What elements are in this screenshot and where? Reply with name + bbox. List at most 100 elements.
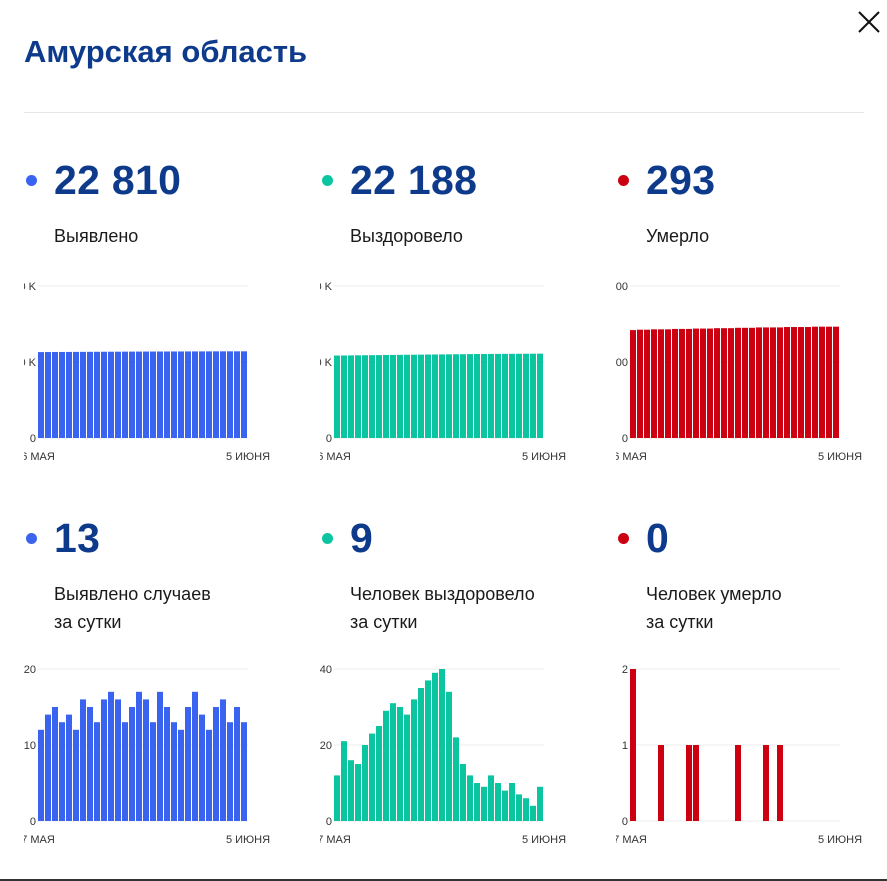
bar — [178, 729, 184, 821]
bar — [819, 326, 825, 438]
y-tick-label: 10 — [24, 740, 36, 752]
bar-chart: 0 20 40 7 МАЯ 5 ИЮНЯ — [320, 655, 580, 855]
bar — [404, 714, 410, 821]
bar — [467, 775, 473, 821]
bar — [362, 355, 368, 438]
y-tick-label: 20 — [320, 740, 332, 752]
bar — [122, 722, 128, 821]
bar — [227, 351, 233, 438]
close-icon — [858, 11, 880, 33]
bar — [150, 722, 156, 821]
y-tick-label: 40 K — [320, 281, 333, 293]
bar — [686, 745, 692, 821]
stat-panel-recovered-daily: 9 Человек выздоровело за сутки 0 20 40 7 МАЯ 5 … — [320, 510, 616, 870]
bar — [383, 710, 389, 821]
bar — [672, 328, 678, 438]
y-tick-label: 20 K — [24, 357, 37, 369]
bar — [833, 326, 839, 438]
stat-label-line: Умерло — [646, 226, 710, 246]
y-tick-label: 40 — [320, 664, 332, 676]
bar — [94, 351, 100, 438]
bar — [129, 351, 135, 438]
bar — [59, 722, 65, 821]
bar — [523, 798, 529, 821]
x-end-label: 5 ИЮНЯ — [522, 834, 566, 846]
bar — [432, 672, 438, 821]
stat-label-line: Человек выздоровело — [350, 584, 535, 604]
legend-dot — [322, 175, 333, 186]
chart-svg: 0 1 2 7 МАЯ 5 ИЮНЯ — [616, 664, 862, 846]
bar — [80, 351, 86, 438]
stat-label: Выздоровело — [350, 222, 610, 250]
bar-chart: 0 20 K 40 K 6 МАЯ 5 ИЮНЯ — [320, 272, 580, 472]
y-tick-label: 0 — [622, 433, 628, 445]
x-start-label: 6 МАЯ — [616, 451, 647, 463]
bar — [369, 733, 375, 821]
bar-chart: 0 20 K 40 K 6 МАЯ 5 ИЮНЯ — [24, 272, 284, 472]
bar — [234, 707, 240, 821]
y-tick-label: 0 — [326, 433, 332, 445]
bar — [38, 352, 44, 438]
page-title: Амурская область — [24, 34, 308, 69]
bar — [460, 764, 466, 821]
bar — [488, 353, 494, 438]
bar — [530, 805, 536, 821]
bar — [665, 329, 671, 438]
bar — [756, 327, 762, 438]
stat-panel-detected: 22 810 Выявлено 0 20 K 40 K 6 МАЯ 5 ИЮНЯ — [24, 152, 320, 512]
bar — [227, 722, 233, 821]
bar — [115, 699, 121, 821]
bar — [651, 329, 657, 438]
bar — [481, 353, 487, 438]
bar — [630, 669, 636, 821]
stat-panel-deaths: 293 Умерло 0 200 400 6 МАЯ 5 ИЮНЯ — [616, 152, 887, 512]
bar — [509, 783, 515, 821]
bar — [411, 354, 417, 438]
bar — [213, 707, 219, 821]
bar — [213, 351, 219, 438]
bar — [439, 354, 445, 438]
chart-svg: 0 20 K 40 K 6 МАЯ 5 ИЮНЯ — [24, 281, 270, 463]
bar — [791, 327, 797, 438]
bar — [143, 699, 149, 821]
bar — [812, 326, 818, 438]
x-end-label: 5 ИЮНЯ — [226, 834, 270, 846]
stat-label-line: за сутки — [646, 612, 714, 632]
bar — [637, 329, 643, 438]
y-tick-label: 20 K — [320, 357, 333, 369]
bottom-border — [0, 879, 887, 881]
stat-label: Выявлено — [54, 222, 314, 250]
bar — [171, 722, 177, 821]
bar — [348, 355, 354, 438]
legend-dot — [618, 175, 629, 186]
bar — [763, 327, 769, 438]
bar — [826, 326, 832, 438]
x-start-label: 7 МАЯ — [320, 834, 351, 846]
bar — [509, 353, 515, 438]
bar — [52, 352, 58, 438]
bar — [101, 351, 107, 438]
y-tick-label: 0 — [30, 816, 36, 828]
bar — [157, 351, 163, 438]
bar — [341, 741, 347, 821]
close-button[interactable] — [855, 8, 883, 36]
bar — [439, 669, 445, 821]
bar — [742, 327, 748, 438]
stat-label: Выявлено случаев за сутки — [54, 580, 314, 636]
bar — [52, 707, 58, 821]
x-end-label: 5 ИЮНЯ — [522, 451, 566, 463]
stat-label-line: Человек умерло — [646, 584, 782, 604]
bar — [523, 353, 529, 438]
bar — [192, 691, 198, 821]
bar — [220, 351, 226, 438]
stat-value: 9 — [350, 515, 374, 561]
y-tick-label: 400 — [616, 281, 628, 293]
y-tick-label: 200 — [616, 357, 628, 369]
bar — [164, 351, 170, 438]
bar — [502, 353, 508, 438]
bar — [192, 351, 198, 438]
chart-svg: 0 20 40 7 МАЯ 5 ИЮНЯ — [320, 664, 566, 846]
bar — [516, 353, 522, 438]
bar — [383, 355, 389, 438]
bar — [432, 354, 438, 438]
